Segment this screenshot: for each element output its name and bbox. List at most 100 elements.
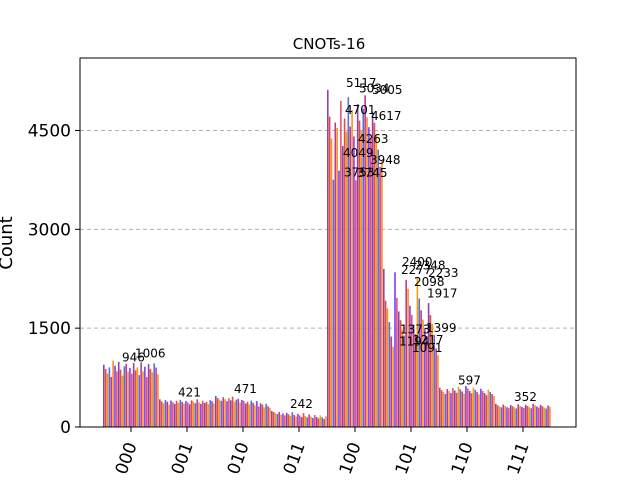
bar-011 (282, 413, 284, 427)
bar-110 (439, 387, 441, 427)
bar-101 (418, 298, 421, 427)
bar-111 (506, 407, 508, 427)
bar-101 (386, 308, 389, 427)
data-label: 1091 (412, 341, 443, 355)
bar-000 (116, 371, 118, 427)
x-tick-label: 010 (224, 440, 254, 477)
y-tick-label: 3000 (28, 220, 71, 240)
bar-001 (201, 400, 204, 427)
bar-011 (321, 417, 323, 427)
bar-001 (198, 402, 200, 427)
bar-100 (375, 134, 378, 427)
data-label: 242 (290, 397, 313, 411)
bar-010 (259, 403, 262, 427)
bar-110 (478, 394, 480, 427)
bar-111 (519, 405, 521, 427)
bar-010 (261, 404, 264, 427)
bar-000 (142, 371, 144, 427)
bar-001 (185, 400, 187, 427)
bar-000 (157, 374, 159, 427)
bar-110 (487, 389, 490, 427)
bar-001 (196, 399, 198, 427)
bar-101 (414, 334, 417, 427)
data-label: 946 (122, 351, 145, 365)
data-label: 1373 (400, 323, 431, 337)
bar-010 (229, 400, 232, 427)
bar-000 (151, 372, 154, 427)
bar-000 (123, 366, 126, 427)
bar-100 (355, 180, 357, 427)
bar-101 (437, 355, 439, 427)
bar-101 (383, 268, 385, 427)
bar-100 (360, 131, 363, 427)
bar-100 (341, 146, 344, 427)
bar-110 (481, 391, 484, 427)
bar-010 (239, 402, 241, 427)
bar-011 (271, 411, 273, 427)
bar-001 (194, 403, 197, 427)
bar-111 (511, 406, 514, 427)
bar-110 (489, 391, 491, 427)
bar-000 (149, 369, 152, 427)
data-label: 2400 (402, 255, 433, 269)
bar-001 (181, 401, 183, 427)
bar-100 (353, 136, 355, 427)
bar-100 (345, 131, 348, 428)
bar-000 (112, 360, 114, 427)
bar-101 (396, 297, 398, 427)
data-label: 2233 (428, 266, 459, 280)
x-tick-label: 001 (168, 440, 198, 477)
data-label: 1399 (426, 321, 457, 335)
bar-010 (215, 395, 217, 427)
bar-000 (138, 375, 141, 427)
bars (103, 89, 551, 428)
bar-000 (103, 364, 105, 427)
bar-000 (108, 367, 111, 427)
bar-000 (119, 369, 122, 427)
bar-101 (407, 288, 409, 427)
bar-110 (448, 391, 450, 427)
bar-111 (515, 408, 518, 427)
bar-101 (416, 276, 419, 427)
bar-110 (468, 390, 471, 427)
data-label: 352 (514, 390, 537, 404)
data-label: 1194 (399, 334, 430, 348)
bar-010 (228, 398, 230, 427)
bar-000 (106, 373, 109, 427)
bar-010 (246, 401, 249, 427)
bar-010 (244, 403, 247, 427)
bar-100 (364, 95, 366, 428)
bar-011 (323, 418, 325, 427)
bar-101 (405, 279, 407, 427)
bar-110 (446, 389, 449, 427)
bar-001 (207, 404, 210, 427)
bar-010 (254, 405, 256, 427)
bar-100 (366, 117, 368, 428)
bar-000 (155, 367, 157, 427)
bar-001 (200, 403, 202, 427)
bar-101 (431, 323, 434, 427)
bar-101 (422, 319, 424, 427)
bar-110 (472, 387, 475, 427)
bar-001 (166, 401, 169, 427)
bar-010 (218, 399, 221, 427)
bar-111 (532, 403, 534, 427)
bar-101 (397, 311, 400, 427)
bar-111 (537, 407, 540, 427)
bar-000 (144, 366, 146, 427)
bar-001 (172, 402, 174, 427)
x-tick-label: 000 (112, 440, 142, 477)
bar-011 (312, 417, 314, 427)
bar-001 (190, 400, 193, 427)
bar-111 (543, 407, 546, 427)
bar-100 (369, 138, 372, 427)
bar-111 (545, 408, 547, 427)
bar-101 (427, 303, 430, 427)
bar-100 (328, 116, 331, 427)
bar-001 (183, 403, 185, 427)
plot-frame (79, 57, 577, 428)
bar-000 (117, 361, 120, 427)
bar-011 (313, 415, 316, 427)
y-tick-label: 0 (60, 418, 71, 438)
bar-000 (145, 376, 148, 427)
